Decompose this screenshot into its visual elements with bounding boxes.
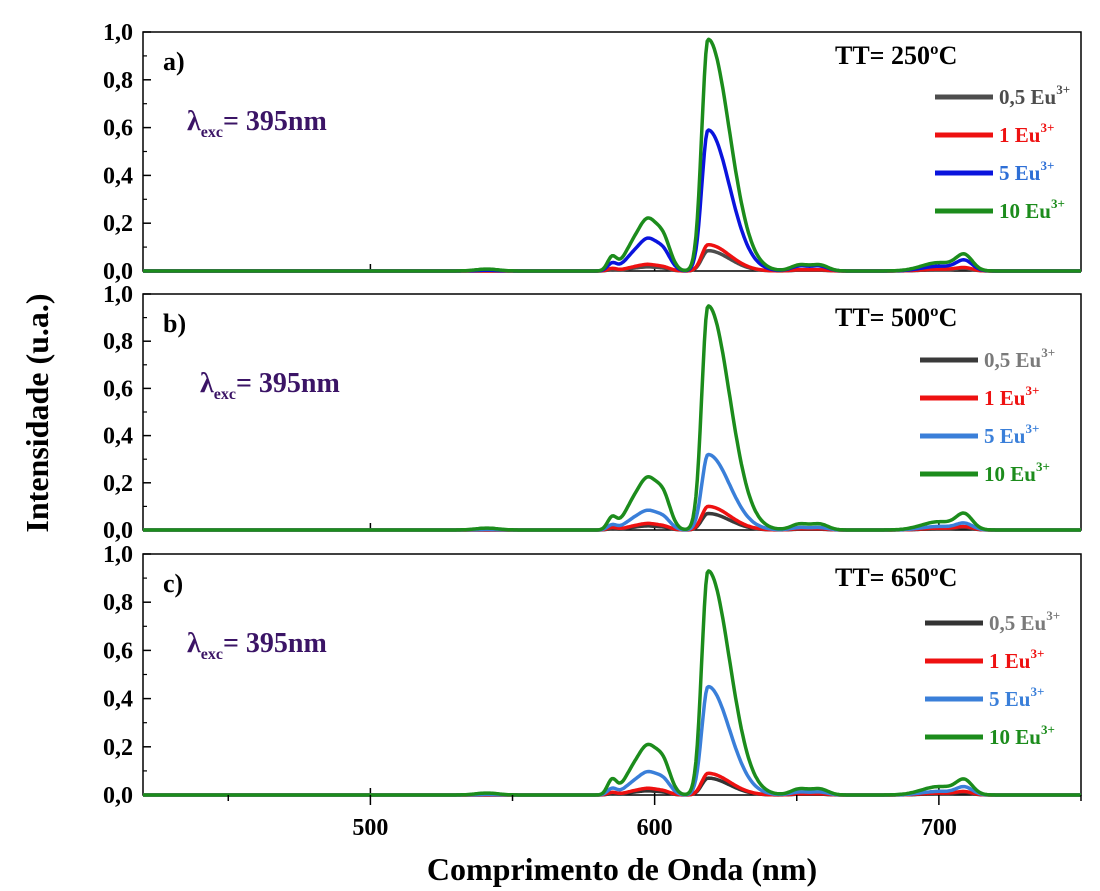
excitation-symbol: λ (187, 106, 201, 137)
series-line (142, 304, 1082, 532)
excitation-label: λexc= 395nm (187, 628, 327, 663)
y-tick-label: 0,2 (103, 211, 133, 237)
legend-entry: 0,5 Eu3+ (999, 82, 1070, 109)
legend-name: 5 Eu (999, 161, 1041, 185)
y-tick-label: 0,4 (103, 687, 133, 713)
x-tick-label: 700 (921, 815, 957, 841)
legend-name: 0,5 Eu (984, 348, 1042, 372)
panel-3: 0,0 0,2 0,4 0,6 0,8 1,0 c) λexc= 395nm TT= 650ºC… (103, 542, 1082, 809)
y-tick-label: 0,6 (103, 376, 133, 402)
legend-name: 1 Eu (984, 386, 1026, 410)
x-tick-label: 600 (637, 815, 673, 841)
legend-superscript: 3+ (1040, 158, 1054, 173)
legend-entry: 5 Eu3+ (984, 421, 1039, 448)
legend-entry: 5 Eu3+ (999, 158, 1054, 185)
legend-superscript: 3+ (1041, 722, 1055, 737)
legend-entry: 1 Eu3+ (989, 646, 1044, 673)
excitation-subscript: exc (214, 386, 236, 403)
treatment-temperature-label: TT= 500ºC (835, 303, 957, 332)
y-tick-label: 0,0 (103, 518, 133, 544)
legend-name: 5 Eu (989, 687, 1031, 711)
panel-label: b) (163, 309, 186, 338)
panel-label: c) (163, 569, 183, 598)
legend-superscript: 3+ (1040, 120, 1054, 135)
legend-superscript: 3+ (1056, 82, 1070, 97)
panel-label: a) (163, 47, 185, 76)
y-axis-title: Intensidade (u.a.) (19, 293, 55, 532)
y-tick-label: 0,0 (103, 259, 133, 285)
y-tick-label: 1,0 (103, 542, 133, 568)
panel-2: 0,0 0,2 0,4 0,6 0,8 1,0 b) λexc= 395nm TT= 500ºC… (103, 282, 1082, 544)
series-line (142, 569, 1082, 797)
x-tick-label: 500 (352, 815, 388, 841)
excitation-label: λexc= 395nm (200, 368, 340, 403)
panel-1: 0,0 0,2 0,4 0,6 0,8 1,0 a) λexc= 395nm TT= 250ºC… (103, 20, 1082, 285)
y-tick-label: 1,0 (103, 20, 133, 46)
x-axis: 500 600 700 (227, 795, 1082, 841)
series-line (142, 452, 1082, 532)
legend-superscript: 3+ (1025, 383, 1039, 398)
excitation-value: = 395nm (236, 368, 340, 399)
y-tick-label: 0,4 (103, 163, 133, 189)
legend-name: 1 Eu (989, 649, 1031, 673)
legend-name: 0,5 Eu (989, 611, 1047, 635)
legend-entry: 0,5 Eu3+ (984, 345, 1055, 372)
series-line (142, 37, 1082, 273)
y-tick-label: 0,6 (103, 638, 133, 664)
y-tick-label: 0,8 (103, 590, 133, 616)
excitation-value: = 395nm (223, 106, 327, 137)
y-tick-label: 0,2 (103, 735, 133, 761)
excitation-symbol: λ (200, 368, 214, 399)
legend-superscript: 3+ (1036, 459, 1050, 474)
excitation-symbol: λ (187, 628, 201, 659)
excitation-value: = 395nm (223, 628, 327, 659)
legend-entry: 0,5 Eu3+ (989, 608, 1060, 635)
y-tick-label: 1,0 (103, 282, 133, 308)
y-tick-label: 0,4 (103, 424, 133, 450)
excitation-label: λexc= 395nm (187, 106, 327, 141)
legend-superscript: 3+ (1051, 196, 1065, 211)
legend-name: 0,5 Eu (999, 85, 1057, 109)
legend-superscript: 3+ (1025, 421, 1039, 436)
legend-superscript: 3+ (1030, 684, 1044, 699)
legend-superscript: 3+ (1030, 646, 1044, 661)
legend-name: 10 Eu (984, 462, 1036, 486)
legend-entry: 1 Eu3+ (999, 120, 1054, 147)
legend-entry: 1 Eu3+ (984, 383, 1039, 410)
series-line (142, 128, 1082, 273)
legend-entry: 5 Eu3+ (989, 684, 1044, 711)
legend-superscript: 3+ (1046, 608, 1060, 623)
y-tick-label: 0,2 (103, 471, 133, 497)
legend-entry: 10 Eu3+ (999, 196, 1065, 223)
legend-entry: 10 Eu3+ (989, 722, 1055, 749)
legend-name: 5 Eu (984, 424, 1026, 448)
legend-entry: 10 Eu3+ (984, 459, 1050, 486)
treatment-temperature-label: TT= 650ºC (835, 563, 957, 592)
excitation-subscript: exc (201, 646, 223, 663)
legend-name: 1 Eu (999, 123, 1041, 147)
x-axis-title: Comprimento de Onda (nm) (427, 851, 817, 887)
excitation-subscript: exc (201, 124, 223, 141)
treatment-temperature-label: TT= 250ºC (835, 41, 957, 70)
legend-name: 10 Eu (989, 725, 1041, 749)
y-tick-label: 0,8 (103, 329, 133, 355)
legend-superscript: 3+ (1041, 345, 1055, 360)
y-tick-label: 0,6 (103, 116, 133, 142)
y-tick-label: 0,0 (103, 783, 133, 809)
y-tick-label: 0,8 (103, 68, 133, 94)
legend-name: 10 Eu (999, 199, 1051, 223)
